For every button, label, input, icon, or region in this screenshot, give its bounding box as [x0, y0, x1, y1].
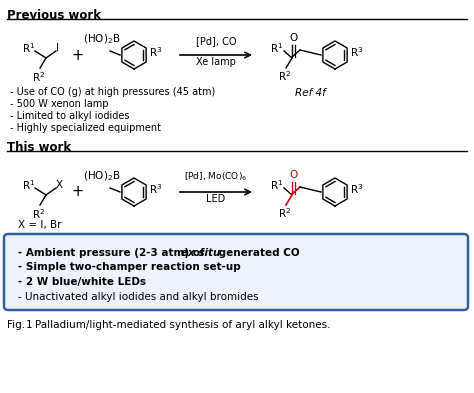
FancyBboxPatch shape [4, 234, 468, 310]
Text: R$^1$: R$^1$ [22, 178, 35, 192]
Text: - Simple two-champer reaction set-up: - Simple two-champer reaction set-up [18, 263, 241, 272]
Text: R$^1$: R$^1$ [270, 41, 283, 55]
Text: X = I, Br: X = I, Br [18, 220, 62, 230]
Text: 1: 1 [26, 320, 33, 330]
Text: LED: LED [206, 194, 226, 204]
Text: Ref 4f: Ref 4f [295, 88, 325, 98]
Text: R$^3$: R$^3$ [149, 182, 163, 196]
Text: - 500 W xenon lamp: - 500 W xenon lamp [10, 99, 109, 109]
Text: R$^3$: R$^3$ [350, 182, 364, 196]
Text: ex situ: ex situ [181, 248, 220, 258]
Text: R$^2$: R$^2$ [278, 206, 291, 220]
Text: generated CO: generated CO [215, 248, 300, 258]
Text: +: + [72, 184, 84, 200]
Text: [Pd], CO: [Pd], CO [196, 36, 236, 46]
Text: +: + [72, 48, 84, 62]
Text: R$^2$: R$^2$ [278, 69, 291, 83]
Text: - 2 W blue/white LEDs: - 2 W blue/white LEDs [18, 277, 146, 287]
Text: - Limited to alkyl iodides: - Limited to alkyl iodides [10, 111, 129, 121]
Text: O: O [290, 33, 298, 43]
Text: Previous work: Previous work [7, 9, 101, 22]
Text: Fig.: Fig. [7, 320, 25, 330]
Text: - Ambient pressure (2-3 atm) of: - Ambient pressure (2-3 atm) of [18, 248, 208, 258]
Text: - Unactivated alkyl iodides and alkyl bromides: - Unactivated alkyl iodides and alkyl br… [18, 292, 259, 301]
Text: Xe lamp: Xe lamp [196, 57, 236, 67]
Text: - Highly specialized equipment: - Highly specialized equipment [10, 123, 161, 133]
Text: R$^2$: R$^2$ [32, 207, 45, 221]
Text: Palladium/light-mediated synthesis of aryl alkyl ketones.: Palladium/light-mediated synthesis of ar… [35, 320, 330, 330]
Text: (HO)$_2$B: (HO)$_2$B [83, 32, 120, 46]
Text: X: X [56, 180, 63, 190]
Text: R$^2$: R$^2$ [32, 70, 45, 84]
Text: R$^1$: R$^1$ [22, 41, 35, 55]
Text: - Use of CO (g) at high pressures (45 atm): - Use of CO (g) at high pressures (45 at… [10, 87, 215, 97]
Text: [Pd], Mo(CO)$_6$: [Pd], Mo(CO)$_6$ [184, 171, 248, 183]
Text: R$^3$: R$^3$ [350, 45, 364, 59]
Text: This work: This work [7, 141, 71, 154]
Text: R$^3$: R$^3$ [149, 45, 163, 59]
Text: O: O [290, 170, 298, 180]
Text: I: I [56, 43, 59, 53]
Text: (HO)$_2$B: (HO)$_2$B [83, 169, 120, 183]
Text: R$^1$: R$^1$ [270, 178, 283, 192]
